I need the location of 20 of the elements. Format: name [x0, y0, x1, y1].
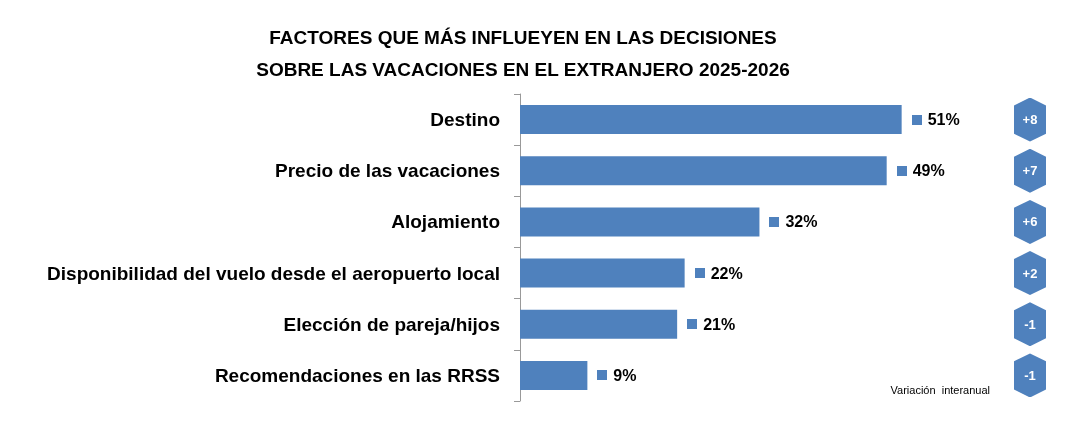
y-tick-label: Recomendaciones en las RRSS [214, 364, 500, 386]
bar [520, 156, 887, 186]
data-label: 49% [912, 162, 945, 180]
y-tick-label: Alojamiento [391, 211, 500, 233]
bar [520, 360, 588, 390]
data-label: 21% [703, 315, 736, 333]
y-tick-label: Precio de las vacaciones [275, 160, 500, 182]
y-tick-label: Disponibilidad del vuelo desde el aeropuerto local [47, 262, 500, 284]
bar [520, 105, 902, 135]
chart-title: FACTORES QUE MÁS INFLUEYEN EN LAS DECISIONES SOBRE LAS VACACIONES EN EL EXTRANJERO 2025-2026 [256, 26, 790, 80]
bar [520, 258, 685, 288]
data-label: 51% [927, 111, 960, 129]
annotation: Variación interanual [890, 383, 990, 396]
data-label: 22% [710, 264, 743, 282]
data-label: 9% [613, 366, 637, 384]
bar [520, 309, 678, 339]
bar [520, 207, 760, 237]
y-tick-label: Elección de pareja/hijos [283, 313, 500, 335]
y-tick-label: Destino [430, 109, 500, 131]
data-label: 32% [785, 213, 818, 231]
